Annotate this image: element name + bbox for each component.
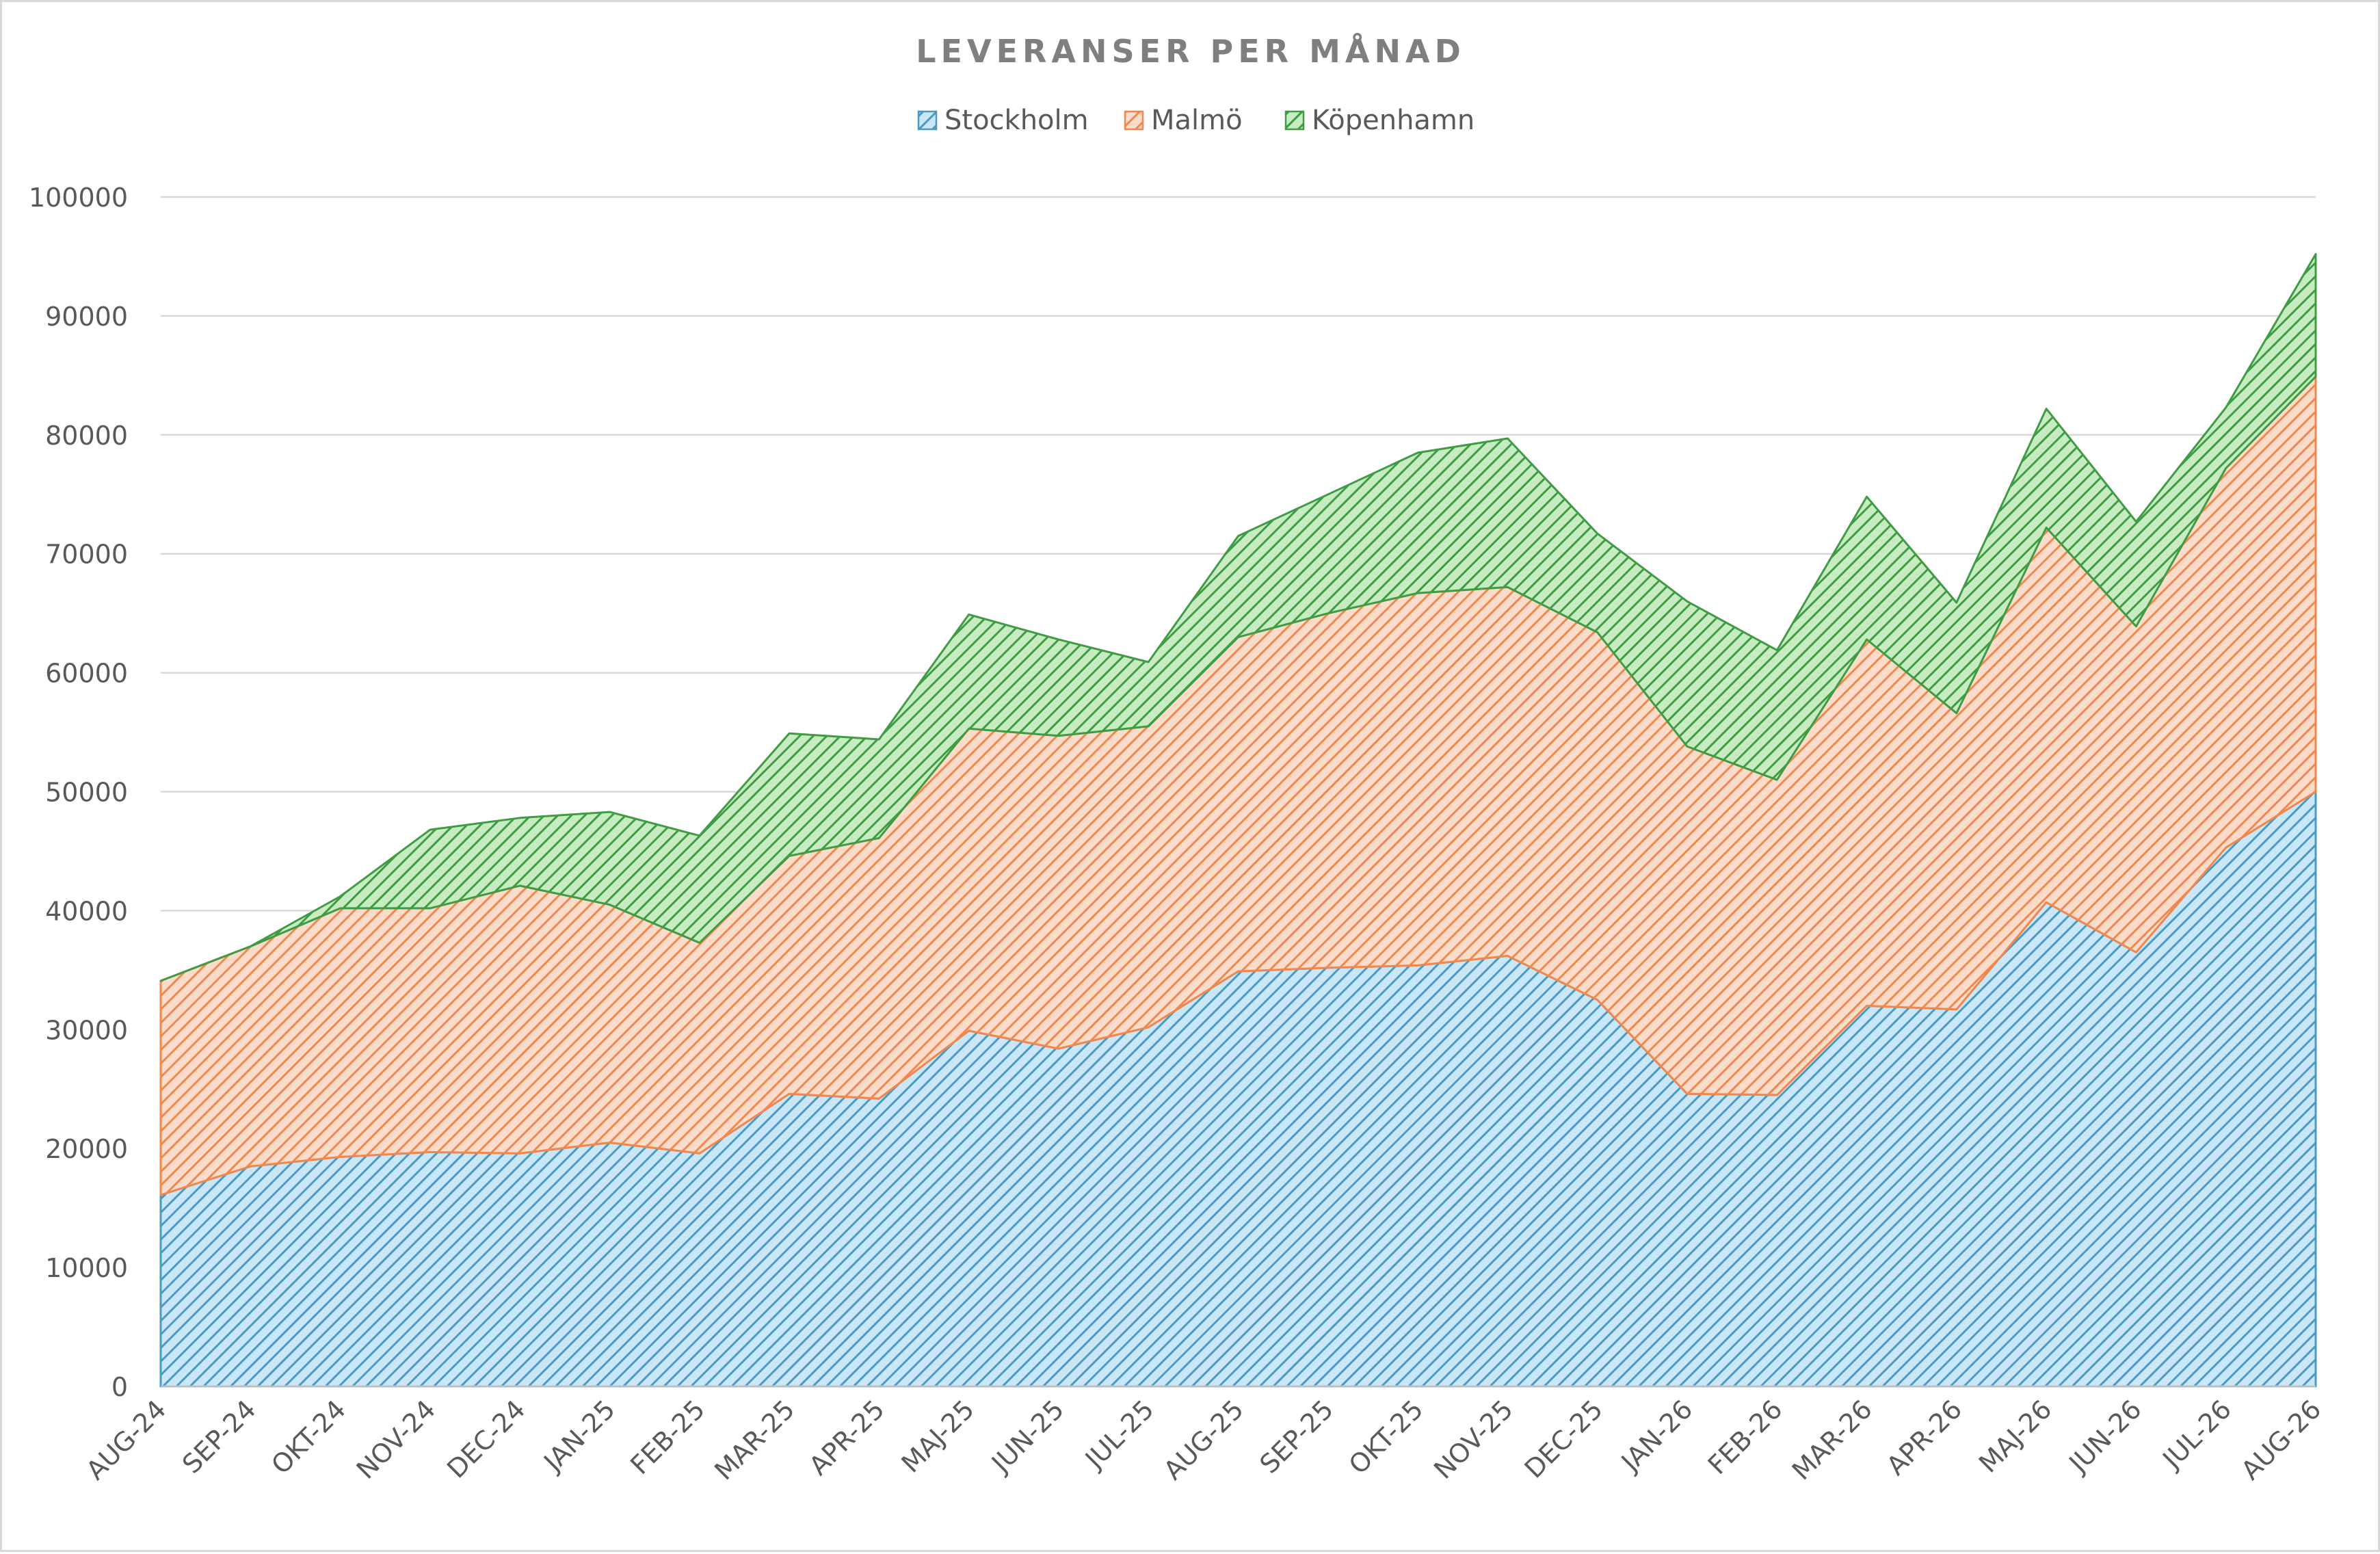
x-tick-label: AUG-26: [2235, 1394, 2327, 1486]
x-tick-label: JUN-25: [985, 1394, 1070, 1479]
x-tick-label: MAR-26: [1786, 1394, 1878, 1486]
x-tick-label: APR-26: [1881, 1394, 1968, 1481]
y-tick-label: 60000: [45, 659, 128, 689]
x-tick-label: NOV-24: [351, 1394, 442, 1485]
x-tick-label: FEB-26: [1702, 1394, 1788, 1480]
y-tick-label: 80000: [45, 421, 128, 451]
chart-title: LEVERANSER PER MÅNAD: [916, 33, 1466, 70]
y-tick-label: 100000: [29, 183, 128, 213]
x-tick-label: MAR-25: [709, 1394, 800, 1486]
x-tick-label: DEC-25: [1519, 1394, 1609, 1484]
x-tick-label: FEB-25: [624, 1394, 711, 1480]
legend: Stockholm Malmö Köpenhamn: [918, 105, 1475, 136]
x-tick-label: MAJ-25: [895, 1394, 980, 1479]
legend-label-kopenhamn: Köpenhamn: [1312, 105, 1475, 136]
y-tick-label: 10000: [45, 1253, 128, 1283]
x-tick-label: NOV-25: [1428, 1394, 1519, 1485]
x-tick-label: APR-25: [804, 1394, 890, 1481]
x-tick-label: JUL-25: [1079, 1394, 1160, 1475]
x-tick-label: JAN-26: [1615, 1394, 1698, 1477]
area-series-group: [161, 254, 2316, 1386]
x-tick-label: OKT-24: [265, 1394, 352, 1480]
y-tick-label: 30000: [45, 1015, 128, 1045]
x-tick-label: AUG-25: [1158, 1394, 1250, 1486]
x-tick-label: JAN-25: [537, 1394, 620, 1477]
x-tick-label: MAJ-26: [1973, 1394, 2058, 1479]
x-tick-label: OKT-25: [1343, 1394, 1429, 1480]
legend-swatch-stockholm: [918, 111, 936, 129]
y-axis-ticks: 0 10000 20000 30000 40000 50000 60000 70000 8000…: [29, 183, 128, 1402]
y-tick-label: 0: [111, 1372, 128, 1402]
legend-swatch-malmo: [1125, 111, 1143, 129]
x-tick-label: JUL-26: [2156, 1394, 2238, 1475]
y-tick-label: 70000: [45, 540, 128, 570]
x-tick-label: JUN-26: [2063, 1394, 2147, 1479]
x-tick-label: DEC-24: [441, 1394, 531, 1484]
legend-swatch-kopenhamn: [1286, 111, 1304, 129]
legend-label-malmo: Malmö: [1151, 105, 1243, 136]
x-tick-label: AUG-24: [80, 1394, 172, 1486]
y-tick-label: 40000: [45, 896, 128, 926]
y-tick-label: 20000: [45, 1134, 128, 1164]
y-tick-label: 90000: [45, 302, 128, 332]
x-tick-label: SEP-24: [176, 1394, 262, 1479]
legend-label-stockholm: Stockholm: [944, 105, 1089, 136]
y-tick-label: 50000: [45, 778, 128, 808]
x-tick-label: SEP-25: [1254, 1394, 1340, 1479]
